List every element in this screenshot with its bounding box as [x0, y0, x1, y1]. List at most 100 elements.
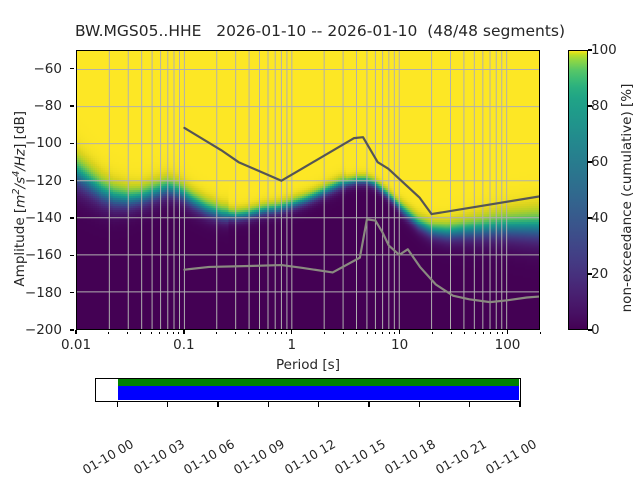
colorbar-tick-mark [588, 329, 592, 331]
colorbar-tick-label: 100 [591, 42, 617, 58]
x-minor-tick-mark [280, 331, 282, 334]
y-axis-label-prefix: Amplitude [ [11, 207, 28, 287]
y-axis-label-suffix: ] [dB] [11, 110, 28, 149]
x-axis-label: Period [s] [276, 357, 340, 373]
y-tick-label: −200 [24, 322, 62, 338]
x-minor-tick-mark [178, 331, 180, 334]
y-tick-label: −60 [33, 60, 63, 77]
x-minor-tick-mark [375, 331, 377, 334]
timeline-tick-label: 01-10 06 [180, 436, 237, 478]
y-axis-ticks: −60 −80 −100 −120 −140 −160 −180 −200 [0, 50, 74, 338]
y-tick-mark [70, 180, 74, 182]
y-tick-mark [70, 217, 74, 219]
unit-per-s: /s [11, 176, 28, 189]
timeline-tick-mark [267, 402, 269, 407]
x-minor-tick-mark [258, 331, 260, 334]
timeline-tick-label: 01-10 03 [130, 436, 187, 478]
y-tick-label: −140 [24, 210, 62, 226]
y-tick-mark [70, 68, 74, 70]
x-minor-tick-mark [234, 331, 236, 334]
x-minor-tick-mark [431, 331, 433, 334]
x-minor-tick-mark [502, 331, 504, 334]
unit-exp-2: 2 [10, 188, 22, 195]
ppsd-histogram [77, 51, 539, 329]
timeline-tick-mark [519, 402, 521, 407]
x-tick-label: 0.01 [60, 337, 92, 353]
x-minor-tick-mark [366, 331, 368, 334]
data-coverage-green [118, 379, 519, 387]
x-minor-tick-mark [323, 331, 325, 334]
colorbar-tick-label: 40 [591, 210, 609, 226]
x-minor-tick-mark [166, 331, 168, 334]
timeline-tick-mark [418, 402, 421, 407]
timeline-tick-mark [217, 402, 219, 407]
y-tick-label: −180 [24, 284, 62, 301]
unit-per-hz: /Hz [11, 148, 28, 171]
timeline-tick-mark [469, 402, 471, 407]
timeline-tick-label: 01-10 18 [382, 436, 439, 478]
unit-exp-4: 4 [10, 170, 22, 177]
x-tick-label: 0.1 [173, 337, 195, 353]
colorbar-tick-mark [588, 161, 592, 163]
timeline-tick-label: 01-10 00 [79, 436, 137, 478]
x-minor-tick-mark [490, 331, 492, 334]
timeline-tick-label: 01-10 21 [432, 436, 489, 478]
y-tick-mark [70, 142, 74, 144]
x-minor-tick-mark [388, 331, 390, 334]
x-minor-tick-mark [172, 331, 174, 334]
x-minor-tick-mark [474, 331, 476, 334]
x-minor-tick-mark [107, 331, 109, 334]
y-tick-label: −120 [24, 172, 62, 189]
colorbar-tick-mark [588, 105, 592, 107]
timeline-tick-mark [116, 402, 118, 407]
y-axis-label: Amplitude [m2/s4/Hz] [dB] [10, 59, 28, 339]
x-tick-mark [75, 330, 77, 334]
x-minor-tick-mark [267, 331, 269, 334]
x-minor-tick-mark [274, 331, 276, 334]
x-tick-label: 10 [391, 337, 409, 353]
unit-m: m [11, 194, 28, 208]
x-minor-tick-mark [140, 331, 142, 334]
y-tick-mark [70, 329, 74, 331]
colorbar-tick-mark [588, 49, 592, 51]
x-minor-tick-mark [483, 331, 485, 334]
colorbar [568, 50, 588, 330]
x-tick-mark [291, 330, 293, 334]
colorbar-tick-label: 20 [591, 266, 609, 282]
page-title: BW.MGS05..HHE 2026-01-10 -- 2026-01-10 (… [74, 22, 566, 40]
ppsd-histogram-canvas [77, 51, 539, 329]
x-minor-tick-mark [356, 331, 358, 334]
colorbar-tick-label: 60 [591, 154, 609, 170]
x-tick-label: 100 [494, 337, 521, 353]
x-minor-tick-mark [539, 331, 541, 334]
timeline-tick-mark [166, 402, 169, 407]
x-minor-tick-mark [286, 331, 288, 334]
x-axis-ticks: 0.01 0.1 1 10 100 [61, 330, 541, 354]
x-tick-mark [183, 330, 185, 334]
colorbar-label: non-exceedance (cumulative) [%] [619, 83, 635, 313]
y-tick-label: −100 [24, 135, 62, 152]
x-minor-tick-mark [450, 331, 452, 334]
y-tick-label: −160 [24, 247, 62, 264]
x-minor-tick-mark [496, 331, 498, 334]
colorbar-tick-mark [588, 273, 592, 275]
colorbar-tick-label: 0 [591, 322, 600, 338]
timeline-tick-label: 01-11 00 [482, 436, 540, 478]
x-minor-tick-mark [382, 331, 384, 334]
data-coverage-timeline[interactable] [95, 378, 521, 402]
y-tick-mark [70, 254, 74, 256]
data-coverage-blue [118, 386, 519, 401]
y-tick-label: −80 [33, 98, 63, 114]
x-minor-tick-mark [215, 331, 217, 334]
x-tick-label: 1 [287, 337, 297, 353]
timeline-ticks: 01-10 00 01-10 03 01-10 06 01-10 09 01-10 12… [80, 402, 539, 477]
colorbar-tick-label: 80 [591, 98, 609, 114]
ppsd-plot-area[interactable] [76, 50, 540, 330]
y-axis-label-unit: m2/s4/Hz [10, 148, 28, 208]
x-minor-tick-mark [342, 331, 344, 334]
timeline-tick-label: 01-10 09 [231, 436, 288, 478]
colorbar-tick-mark [588, 217, 592, 219]
x-tick-mark [398, 330, 401, 334]
x-minor-tick-mark [248, 331, 250, 334]
